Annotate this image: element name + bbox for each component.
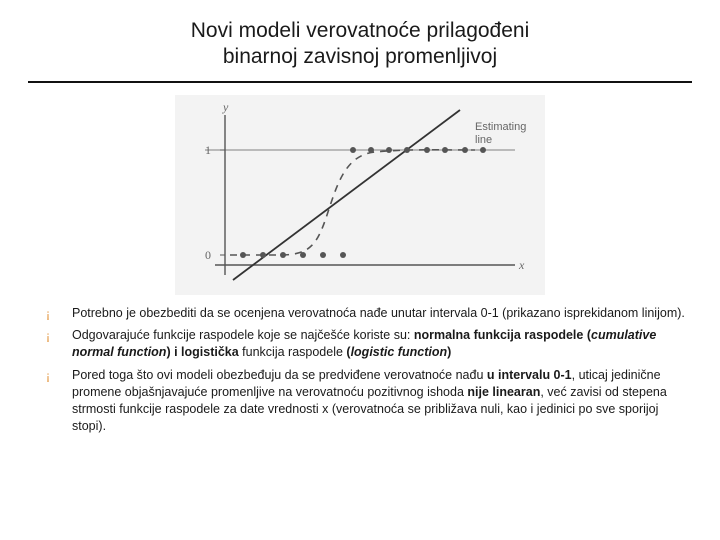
bullet-marker-icon: ¡ xyxy=(46,368,50,384)
text-run: ) i logistička xyxy=(166,345,242,359)
text-run: Potrebno je obezbediti da se ocenjena ve… xyxy=(72,306,685,320)
chart-svg: 1 0 y x Estimatingline xyxy=(175,95,545,295)
bullet-marker-icon: ¡ xyxy=(46,328,50,344)
text-run: logistic function xyxy=(351,345,448,359)
text-run: normalna funkcija raspodele ( xyxy=(414,328,591,342)
bullet-marker-icon: ¡ xyxy=(46,306,50,322)
text-run: nije linearan xyxy=(467,385,540,399)
text-run: u intervalu 0-1 xyxy=(487,368,572,382)
title-underline xyxy=(28,81,692,83)
bullet-item: ¡ Pored toga što ovi modeli obezbeđuju da… xyxy=(46,367,686,435)
svg-text:x: x xyxy=(518,258,525,272)
svg-text:Estimating: Estimating xyxy=(475,121,526,133)
svg-text:y: y xyxy=(222,100,229,114)
regression-chart: 1 0 y x Estimatingline xyxy=(175,95,545,295)
bullet-item: ¡ Odgovarajuće funkcije raspodele koje se… xyxy=(46,327,686,361)
svg-text:0: 0 xyxy=(205,248,211,262)
bullet-list: ¡ Potrebno je obezbediti da se ocenjena v… xyxy=(28,305,692,435)
page-title: Novi modeli verovatnoće prilagođeni bina… xyxy=(94,18,625,71)
text-run: ) xyxy=(447,345,451,359)
text-run: Odgovarajuće funkcije raspodele koje se … xyxy=(72,328,414,342)
title-line-1: Novi modeli verovatnoće prilagođeni xyxy=(191,19,530,42)
title-line-2: binarnoj zavisnoj promenljivoj xyxy=(223,45,497,68)
svg-text:line: line xyxy=(475,134,492,146)
bullet-item: ¡ Potrebno je obezbediti da se ocenjena v… xyxy=(46,305,686,322)
slide: Novi modeli verovatnoće prilagođeni bina… xyxy=(0,0,720,540)
text-run: funkcija raspodele xyxy=(242,345,346,359)
chart-container: 1 0 y x Estimatingline xyxy=(28,95,692,295)
text-run: Pored toga što ovi modeli obezbeđuju da … xyxy=(72,368,487,382)
svg-text:1: 1 xyxy=(205,143,211,157)
